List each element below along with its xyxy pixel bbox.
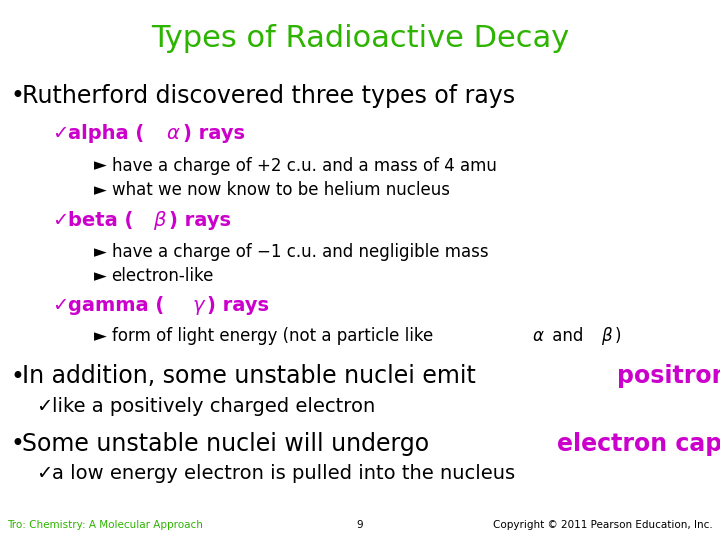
Text: ) rays: ) rays — [184, 124, 246, 143]
Text: ✓: ✓ — [52, 211, 68, 229]
Text: positrons: positrons — [617, 364, 720, 388]
Text: In addition, some unstable nuclei emit: In addition, some unstable nuclei emit — [22, 364, 483, 388]
Text: ►: ► — [94, 157, 107, 174]
Text: have a charge of −1 c.u. and negligible mass: have a charge of −1 c.u. and negligible … — [112, 243, 488, 261]
Text: gamma (: gamma ( — [68, 296, 165, 315]
Text: ✓: ✓ — [52, 296, 68, 315]
Text: ✓: ✓ — [52, 124, 68, 143]
Text: like a positively charged electron: like a positively charged electron — [52, 397, 375, 416]
Text: 9: 9 — [356, 520, 364, 530]
Text: Rutherford discovered three types of rays: Rutherford discovered three types of ray… — [22, 84, 515, 107]
Text: Types of Radioactive Decay: Types of Radioactive Decay — [151, 24, 569, 53]
Text: electron-like: electron-like — [112, 267, 214, 285]
Text: alpha (: alpha ( — [68, 124, 145, 143]
Text: ►: ► — [94, 243, 107, 261]
Text: β: β — [600, 327, 611, 345]
Text: •: • — [11, 84, 24, 107]
Text: •: • — [11, 364, 24, 388]
Text: Copyright © 2011 Pearson Education, Inc.: Copyright © 2011 Pearson Education, Inc. — [493, 520, 713, 530]
Text: ►: ► — [94, 327, 107, 345]
Text: electron capture: electron capture — [557, 432, 720, 456]
Text: Some unstable nuclei will undergo: Some unstable nuclei will undergo — [22, 432, 436, 456]
Text: ►: ► — [94, 181, 107, 199]
Text: and: and — [547, 327, 589, 345]
Text: ►: ► — [94, 267, 107, 285]
Text: α: α — [167, 124, 180, 143]
Text: ): ) — [614, 327, 621, 345]
Text: form of light energy (not a particle like: form of light energy (not a particle lik… — [112, 327, 438, 345]
Text: α: α — [533, 327, 544, 345]
Text: ) rays: ) rays — [207, 296, 269, 315]
Text: β: β — [153, 211, 166, 229]
Text: ) rays: ) rays — [169, 211, 231, 229]
Text: a low energy electron is pulled into the nucleus: a low energy electron is pulled into the… — [52, 464, 515, 483]
Text: •: • — [11, 432, 24, 456]
Text: have a charge of +2 c.u. and a mass of 4 amu: have a charge of +2 c.u. and a mass of 4… — [112, 157, 497, 174]
Text: ✓: ✓ — [36, 397, 53, 416]
Text: Tro: Chemistry: A Molecular Approach: Tro: Chemistry: A Molecular Approach — [7, 520, 203, 530]
Text: γ: γ — [192, 296, 204, 315]
Text: what we now know to be helium nucleus: what we now know to be helium nucleus — [112, 181, 449, 199]
Text: ✓: ✓ — [36, 464, 53, 483]
Text: beta (: beta ( — [68, 211, 134, 229]
